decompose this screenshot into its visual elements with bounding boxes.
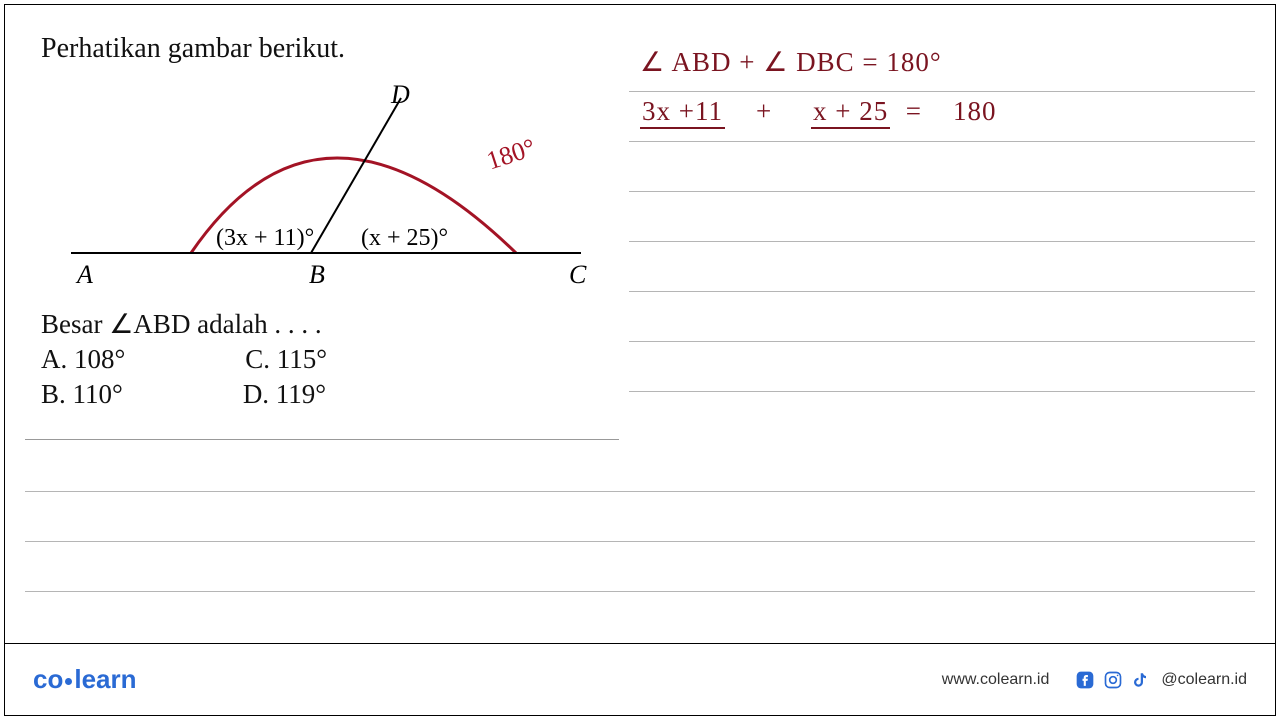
label-d: D — [390, 80, 410, 109]
footer-right: www.colearn.id @colearn.id — [942, 670, 1247, 690]
label-c: C — [569, 260, 587, 289]
rhs: 180 — [953, 96, 997, 126]
question-block: Perhatikan gambar berikut. A B C D (3x +… — [41, 33, 601, 410]
brand-part2: learn — [74, 664, 136, 694]
work-line-1: ∠ ABD + ∠ DBC = 180° — [640, 47, 1230, 78]
social-icons: @colearn.id — [1075, 670, 1247, 690]
equals-sign: = — [906, 96, 922, 126]
brand-part1: co — [33, 664, 63, 694]
work-line-2: 3x +11 + x + 25 = 180 — [640, 96, 1230, 129]
brand-logo: colearn — [33, 664, 137, 695]
option-c: C. 115° — [245, 344, 327, 375]
geometry-diagram: A B C D (3x + 11)° (x + 25)° 180° — [41, 73, 601, 303]
label-a: A — [75, 260, 93, 289]
angle-right: (x + 25)° — [361, 225, 448, 251]
footer: colearn www.colearn.id @colearn.id — [5, 643, 1275, 715]
option-a: A. 108° — [41, 344, 125, 375]
option-d: D. 119° — [243, 379, 326, 410]
footer-url: www.colearn.id — [942, 671, 1050, 689]
question-title: Perhatikan gambar berikut. — [41, 33, 601, 65]
arc-label: 180° — [483, 133, 539, 176]
handwritten-work: ∠ ABD + ∠ DBC = 180° 3x +11 + x + 25 = 1… — [640, 47, 1230, 129]
term-a: 3x +11 — [640, 96, 725, 129]
question-prompt: Besar ∠ABD adalah . . . . — [41, 309, 601, 340]
social-handle: @colearn.id — [1161, 671, 1247, 689]
facebook-icon — [1075, 670, 1095, 690]
label-b: B — [309, 260, 325, 289]
plus-sign: + — [756, 96, 772, 126]
option-b: B. 110° — [41, 379, 123, 410]
angle-left: (3x + 11)° — [216, 225, 314, 251]
answers: Besar ∠ABD adalah . . . . A. 108° C. 115… — [41, 309, 601, 410]
tiktok-icon — [1131, 670, 1149, 690]
term-b: x + 25 — [811, 96, 890, 129]
brand-dot-icon — [65, 678, 72, 685]
instagram-icon — [1103, 670, 1123, 690]
divider — [25, 439, 619, 440]
